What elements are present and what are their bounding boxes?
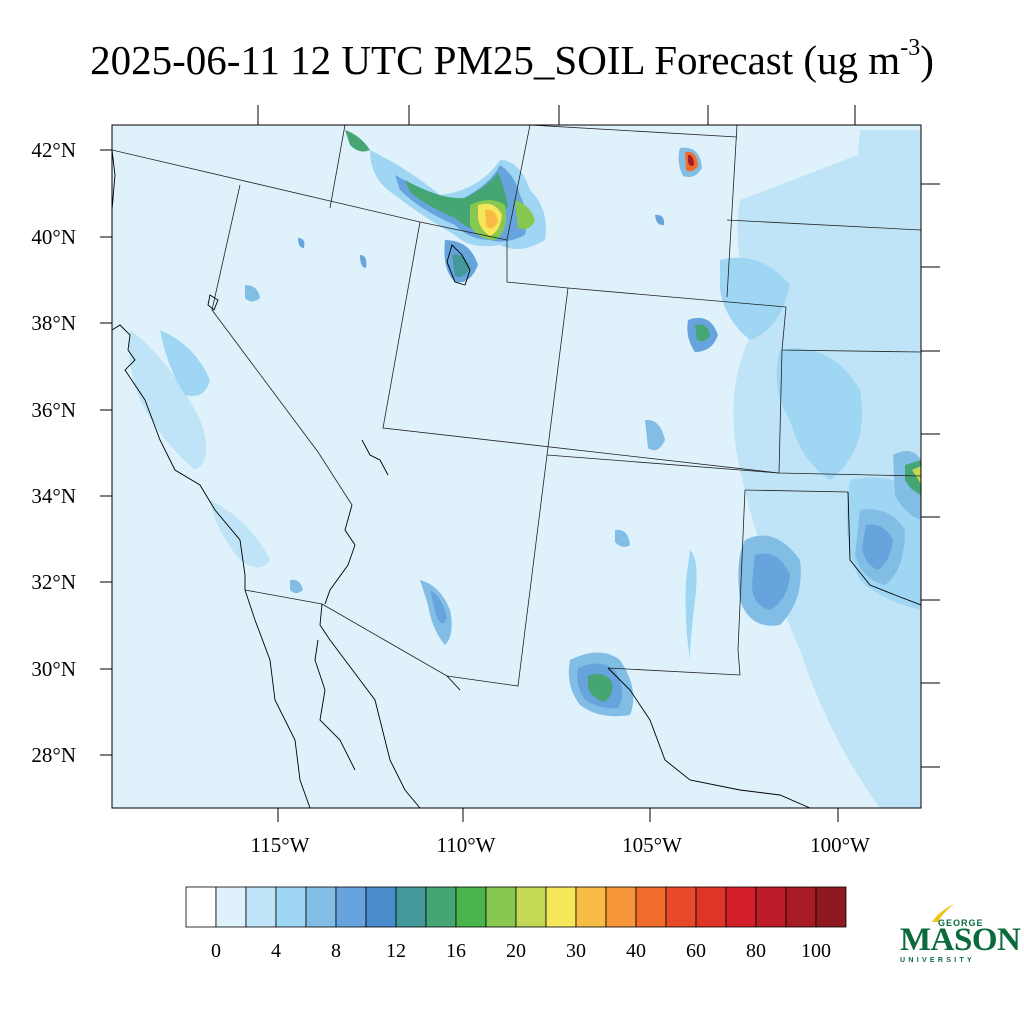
coastlines <box>112 149 921 808</box>
map-title: 2025-06-11 12 UTC PM25_SOIL Forecast (ug… <box>90 35 934 83</box>
colorbar-swatch <box>545 886 577 928</box>
colorbar-swatch <box>695 886 727 928</box>
colorbar-label: 4 <box>271 940 281 962</box>
logo-bottom-text: UNIVERSITY <box>900 957 976 964</box>
colorbar-label: 16 <box>446 940 466 962</box>
colorbar-label: 12 <box>386 940 406 962</box>
colorbar-label: 20 <box>506 940 526 962</box>
lat-label-32n: 32°N <box>31 570 76 594</box>
plot-frame <box>111 124 922 809</box>
lat-label-28n: 28°N <box>31 743 76 767</box>
lat-label-38n: 38°N <box>31 311 76 335</box>
lat-label-42n: 42°N <box>31 138 76 162</box>
concentration-field <box>128 130 921 808</box>
lon-label-115w: 115°W <box>251 833 310 857</box>
colorbar-swatch <box>725 886 757 928</box>
lat-label-36n: 36°N <box>31 398 76 422</box>
colorbar-swatch <box>335 886 367 928</box>
colorbar-swatch <box>485 886 517 928</box>
lon-label-100w: 100°W <box>810 833 870 857</box>
colorbar-swatch <box>665 886 697 928</box>
lat-label-34n: 34°N <box>31 484 76 508</box>
state-boundaries <box>112 125 921 687</box>
colorbar-swatch <box>605 886 637 928</box>
logo-main-text: MASON <box>900 922 1021 958</box>
tick-marks <box>100 105 940 822</box>
colorbar-label: 0 <box>211 940 221 962</box>
lat-label-30n: 30°N <box>31 657 76 681</box>
colorbar-swatch <box>215 886 247 928</box>
logo-swoosh-icon <box>932 904 954 922</box>
colorbar-label: 60 <box>686 940 706 962</box>
colorbar-label: 30 <box>566 940 586 962</box>
lat-label-40n: 40°N <box>31 225 76 249</box>
colorbar-swatch <box>275 886 307 928</box>
lon-label-110w: 110°W <box>437 833 496 857</box>
colorbar-label: 8 <box>331 940 341 962</box>
colorbar-label: 100 <box>801 940 831 962</box>
colorbar-swatch <box>305 886 337 928</box>
university-logo: GEORGE MASON UNIVERSITY <box>898 900 1021 970</box>
colorbar-swatch <box>185 886 217 928</box>
lon-label-105w: 105°W <box>622 833 682 857</box>
colorbar-swatch <box>815 886 847 928</box>
colorbar-swatch <box>425 886 457 928</box>
colorbar-label: 80 <box>746 940 766 962</box>
colorbar-swatch <box>575 886 607 928</box>
colorbar-swatch <box>245 886 277 928</box>
colorbar-swatch <box>755 886 787 928</box>
colorbar-label: 40 <box>626 940 646 962</box>
colorbar-swatch <box>635 886 667 928</box>
colorbar-swatch <box>515 886 547 928</box>
colorbar-swatch <box>785 886 817 928</box>
logo-top-text: GEORGE <box>938 918 984 928</box>
colorbar <box>185 886 847 928</box>
colorbar-swatch <box>365 886 397 928</box>
colorbar-labels: 0 4 8 12 16 20 30 40 60 80 100 <box>211 940 831 962</box>
colorbar-swatch <box>395 886 427 928</box>
colorbar-swatch <box>455 886 487 928</box>
